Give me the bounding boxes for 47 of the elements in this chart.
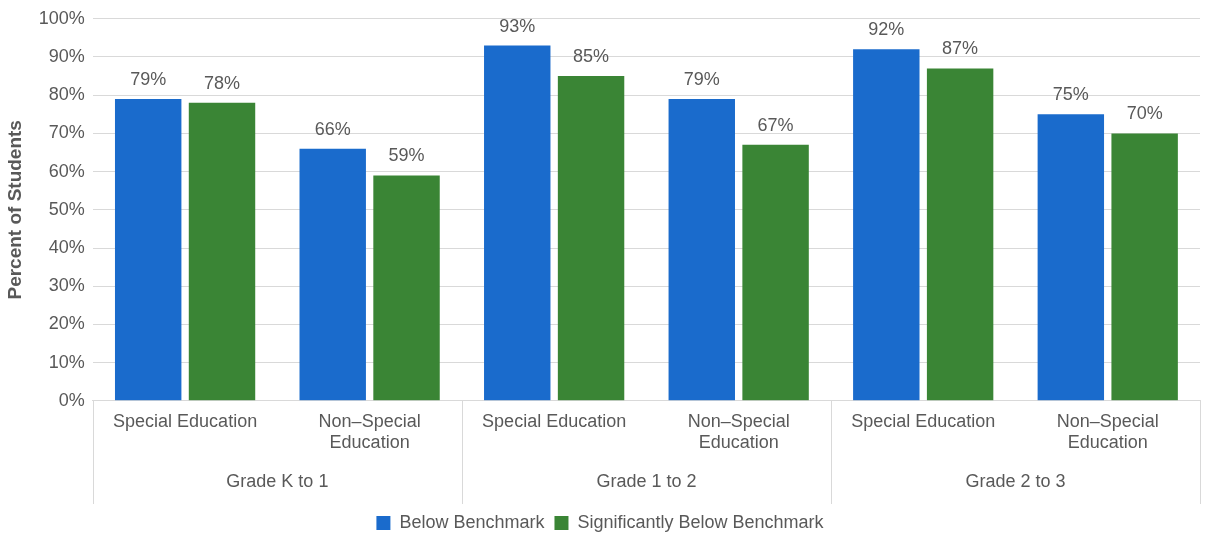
y-tick-label: 20% — [48, 313, 85, 334]
data-label: 66% — [314, 118, 351, 139]
bar — [853, 49, 920, 401]
bar — [742, 144, 809, 401]
y-tick-label: 80% — [48, 84, 85, 105]
bar — [926, 68, 994, 401]
bar — [114, 99, 182, 401]
data-label: 93% — [499, 15, 536, 36]
bar — [484, 45, 551, 401]
data-label: 92% — [868, 19, 905, 40]
bar — [668, 99, 735, 401]
bar — [557, 76, 625, 401]
x-tick-label: Non–Special Education — [318, 410, 421, 453]
data-label: 79% — [683, 68, 720, 89]
bar — [188, 102, 256, 401]
text: Grade K to 1 — [226, 470, 329, 491]
text: Grade 2 to 3 — [965, 470, 1066, 491]
data-label: 75% — [1052, 84, 1089, 105]
y-tick-label: 50% — [48, 198, 85, 219]
x-tick-label: Non–Special Education — [1056, 410, 1159, 453]
y-tick-label: 0% — [58, 389, 85, 410]
y-tick-label: 90% — [48, 45, 85, 66]
y-tick-label: 10% — [48, 351, 85, 372]
data-label: 78% — [203, 72, 241, 93]
bar — [1037, 114, 1105, 401]
legend-label: Below Benchmark — [399, 511, 546, 532]
data-label: 79% — [130, 68, 167, 89]
bar — [1111, 133, 1178, 401]
legend-label: Significantly Below Benchmark — [577, 511, 825, 532]
y-axis-title: Percent of Students — [3, 120, 25, 300]
data-label: 85% — [573, 46, 610, 67]
x-tick-label: Non–Special Education — [687, 410, 790, 453]
y-tick-label: 100% — [38, 7, 85, 28]
x-tick-label: Special Education — [851, 410, 996, 431]
x-tick-label: Special Education — [482, 410, 627, 431]
text: Grade 1 to 2 — [596, 470, 697, 491]
data-label: 59% — [388, 145, 425, 166]
y-tick-label: 70% — [48, 122, 85, 143]
data-label: 70% — [1126, 103, 1163, 124]
data-label: 67% — [757, 114, 794, 135]
bar — [299, 148, 366, 401]
x-tick-label: Special Education — [113, 410, 258, 431]
y-tick-label: 40% — [48, 236, 85, 257]
data-label: 87% — [942, 38, 979, 59]
y-tick-label: 30% — [48, 275, 85, 296]
bar — [373, 175, 440, 401]
y-tick-label: 60% — [48, 160, 85, 181]
